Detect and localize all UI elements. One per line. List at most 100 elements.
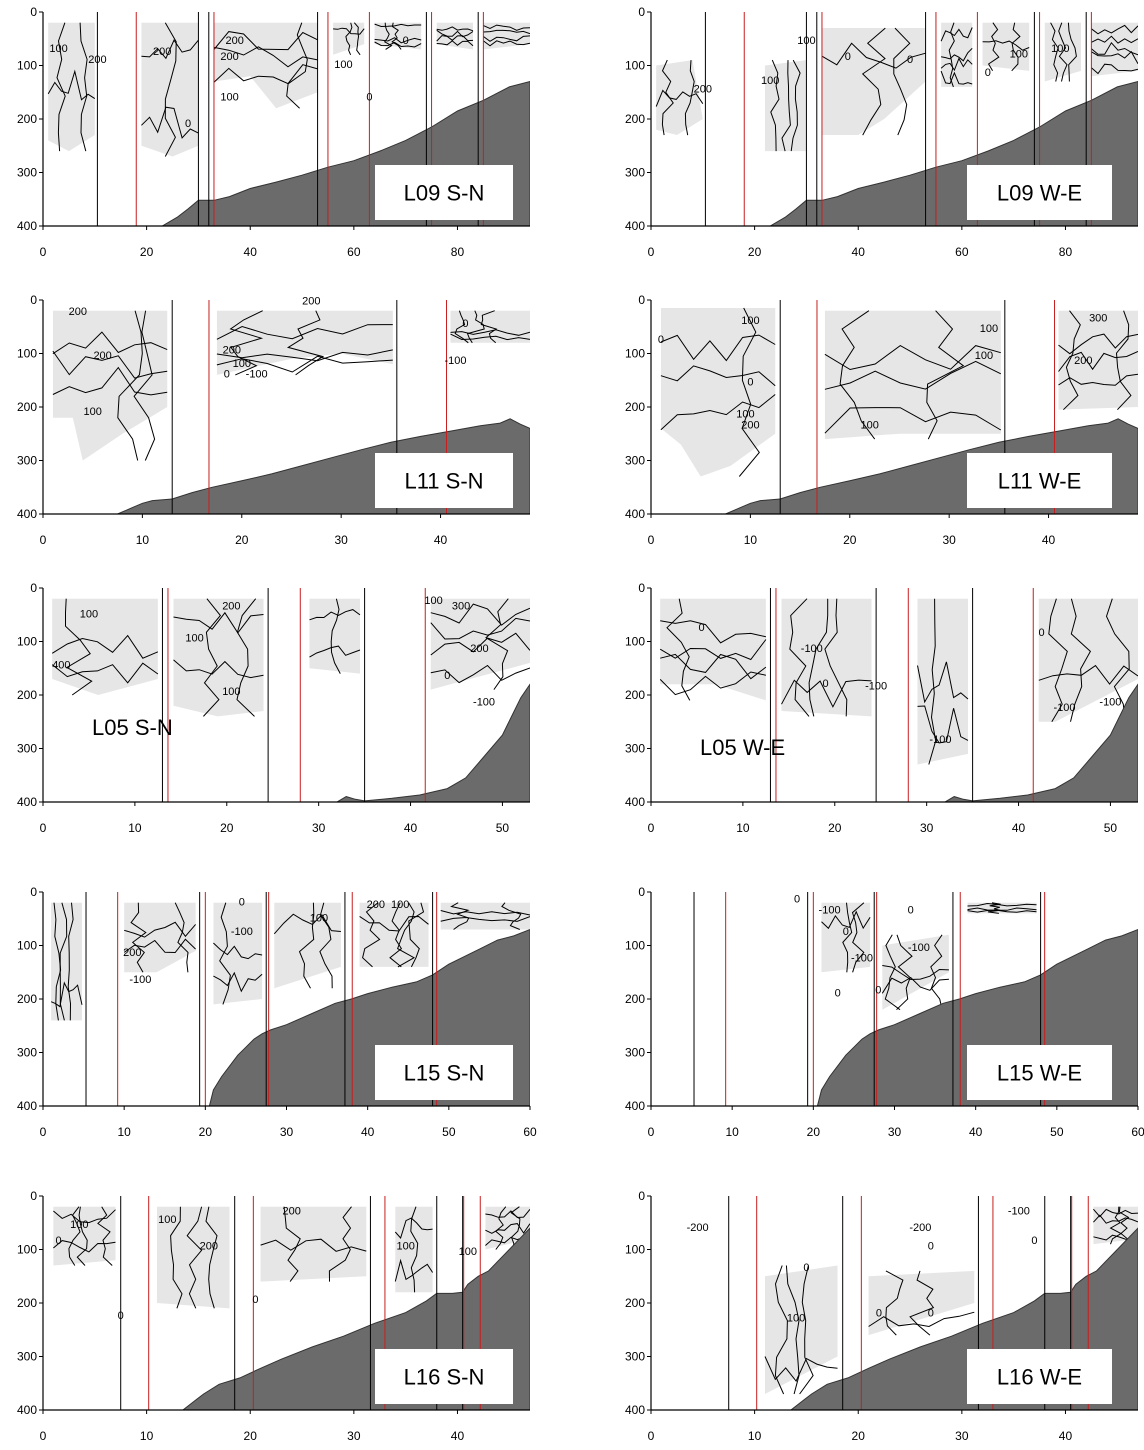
y-tick-label: 0 <box>30 5 37 19</box>
y-tick-label: 200 <box>625 1296 645 1310</box>
contour-label: 200 <box>200 1241 218 1253</box>
y-tick-label: 300 <box>17 1046 37 1060</box>
contour-line <box>164 22 177 157</box>
contour-line <box>408 902 425 968</box>
contour-label: 0 <box>928 1241 934 1253</box>
panel-title: L16 W-E <box>997 1365 1082 1390</box>
contour-line <box>660 365 776 387</box>
x-tick-label: 40 <box>852 245 866 259</box>
contour-label: -100 <box>1008 1206 1030 1218</box>
contour-line <box>141 106 199 139</box>
contour-label: 100 <box>797 35 815 47</box>
x-tick-label: 60 <box>523 1125 537 1139</box>
contour-line <box>391 22 402 50</box>
contour-label: 0 <box>118 1310 124 1322</box>
contour-line <box>839 310 876 440</box>
panel-title: L15 S-N <box>404 1061 485 1086</box>
contour-label: 100 <box>1010 48 1028 60</box>
contour-line <box>1038 664 1138 685</box>
contour-label: 100 <box>1051 43 1069 55</box>
contour-line <box>229 310 264 376</box>
contour-line <box>53 1209 116 1224</box>
contour-line <box>47 69 96 101</box>
contour-label: 0 <box>876 1307 882 1319</box>
contour-line <box>130 902 147 973</box>
contour-line <box>885 1270 904 1336</box>
contour-label: 100 <box>70 1219 88 1231</box>
y-tick-label: 200 <box>625 112 645 126</box>
y-tick-label: 100 <box>17 1243 37 1257</box>
contour-label: 200 <box>1074 355 1092 367</box>
contour-line <box>53 902 62 1021</box>
x-tick-label: 40 <box>1042 533 1056 547</box>
y-tick-label: 200 <box>17 688 37 702</box>
y-tick-label: 400 <box>17 219 37 233</box>
x-tick-label: 0 <box>648 1429 655 1443</box>
y-tick-label: 0 <box>30 293 37 307</box>
seabed <box>769 80 1138 226</box>
contour-line <box>186 1206 203 1309</box>
x-tick-label: 0 <box>648 1125 655 1139</box>
shaded-region <box>821 28 926 136</box>
y-tick-label: 0 <box>30 1189 37 1203</box>
x-tick-label: 20 <box>748 245 762 259</box>
contour-label: 0 <box>444 670 450 682</box>
shaded-region <box>941 22 973 87</box>
plot-area <box>655 12 1138 226</box>
shaded-region <box>260 1206 367 1282</box>
x-tick-label: 0 <box>648 245 655 259</box>
contour-line <box>236 598 257 717</box>
contour-line <box>436 26 474 32</box>
x-tick-label: 20 <box>220 821 234 835</box>
contour-line <box>1048 598 1068 723</box>
contour-line <box>909 1270 935 1336</box>
shaded-region <box>781 598 872 717</box>
contour-line <box>56 22 66 152</box>
seabed <box>790 1227 1138 1410</box>
y-tick-label: 300 <box>625 166 645 180</box>
contour-line <box>480 310 498 344</box>
contour-line <box>485 1208 530 1219</box>
x-tick-label: 40 <box>451 1429 465 1443</box>
contour-label: 200 <box>222 600 240 612</box>
plot-area <box>52 300 530 514</box>
contour-line <box>97 1206 113 1266</box>
contour-line <box>1063 310 1081 411</box>
contour-label: 100 <box>424 595 442 607</box>
contour-label: 0 <box>462 318 468 330</box>
contour-label: -100 <box>801 643 823 655</box>
x-tick-label: 60 <box>347 245 361 259</box>
contour-line <box>967 902 1037 907</box>
contour-label: 0 <box>1038 627 1044 639</box>
contour-line <box>655 89 704 107</box>
contour-label: 0 <box>985 67 991 79</box>
contour-line <box>173 611 264 634</box>
contour-label: 100 <box>787 1313 805 1325</box>
contour-label: 200 <box>226 35 244 47</box>
contour-label: 100 <box>736 409 754 421</box>
contour-line <box>213 942 263 960</box>
contour-line <box>660 394 776 431</box>
shaded-region <box>1091 22 1138 77</box>
contour-line <box>824 360 1002 390</box>
x-tick-label: 0 <box>40 245 47 259</box>
contour-line <box>982 40 1030 51</box>
contour-line <box>948 22 955 88</box>
y-tick-label: 200 <box>17 992 37 1006</box>
contour-line <box>52 350 168 379</box>
shaded-region <box>1058 310 1138 410</box>
x-tick-label: 10 <box>117 1125 131 1139</box>
contour-line <box>319 902 333 989</box>
contour-label: 0 <box>843 926 849 938</box>
contour-label: 0 <box>239 896 245 908</box>
contour-line <box>67 902 74 1021</box>
contour-line <box>821 910 871 930</box>
y-tick-label: 200 <box>17 1296 37 1310</box>
contour-label: 200 <box>93 350 111 362</box>
x-tick-label: 50 <box>1104 821 1118 835</box>
contour-line <box>659 639 767 661</box>
x-tick-label: 40 <box>1059 1429 1073 1443</box>
x-tick-label: 20 <box>807 1125 821 1139</box>
contour-label: 100 <box>80 608 98 620</box>
